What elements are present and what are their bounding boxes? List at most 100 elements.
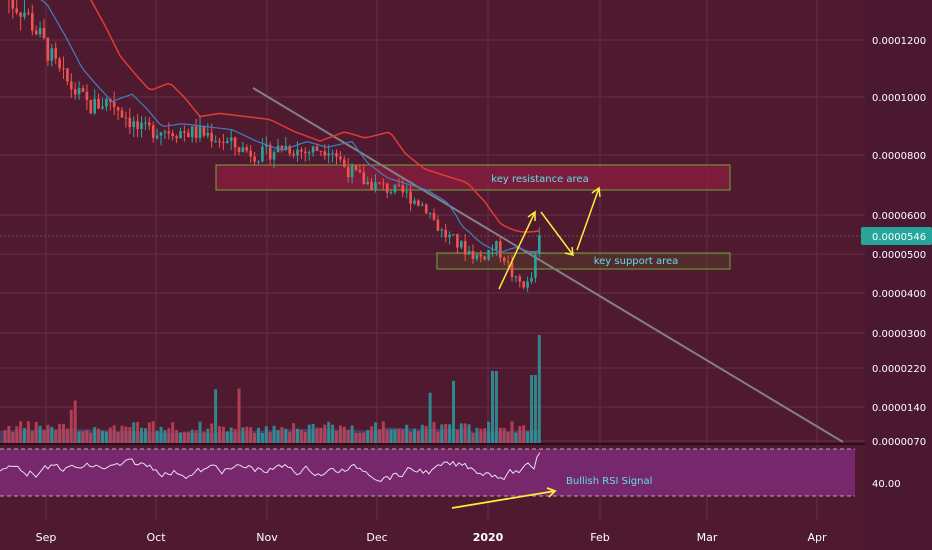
candle-body [23, 12, 26, 17]
candle-body [370, 181, 373, 190]
volume-bar [54, 429, 58, 443]
rsi-line [0, 452, 541, 482]
candle-body [183, 131, 186, 133]
volume-bar [393, 429, 397, 443]
volume-bar [46, 424, 50, 443]
price-tick-label: 0.0000600 [872, 211, 926, 222]
candle-body [331, 153, 334, 155]
volume-bar [331, 424, 335, 443]
price-tick-label: 0.0000500 [872, 250, 926, 261]
volume-bar [264, 426, 268, 443]
volume-bar [498, 427, 502, 443]
volume-bar [42, 430, 46, 443]
volume-bar [533, 375, 537, 443]
last-price-tag [861, 227, 932, 245]
volume-bar [38, 425, 42, 443]
arrow-down-head [564, 246, 574, 256]
candle-body [167, 131, 171, 134]
candle-body [436, 219, 440, 231]
candle-body [378, 182, 381, 184]
volume-bar [284, 428, 288, 443]
volume-bar [3, 430, 7, 443]
volume-bar [342, 426, 346, 443]
candle-body [241, 147, 245, 152]
volume-bar [522, 425, 526, 443]
candle-body [526, 281, 529, 288]
moving-average-red [90, 0, 541, 233]
candle-body [428, 213, 432, 215]
volume-bar [510, 421, 514, 443]
candle-body [159, 132, 163, 136]
volume-bar [335, 430, 338, 443]
candle-body [448, 234, 451, 238]
volume-bar [120, 425, 124, 443]
volume-bar [409, 431, 413, 443]
candle-body [300, 149, 303, 152]
rsi-divergence-arrow-head [546, 487, 557, 498]
volume-bar [257, 427, 260, 443]
candle-body [222, 141, 225, 143]
price-tick-label: 0.0000070 [872, 437, 926, 448]
candle-body [116, 107, 120, 111]
candle-body [417, 200, 420, 206]
candle-body [292, 153, 295, 156]
volume-bar [26, 421, 30, 443]
candle-body [424, 204, 428, 214]
volume-bar [163, 430, 167, 443]
volume-bar [502, 428, 506, 443]
candle-body [284, 146, 288, 151]
candle-body [34, 30, 38, 35]
candle-body [506, 261, 510, 263]
volume-bar [350, 425, 354, 443]
arrow-down [540, 211, 574, 256]
price-tick-label: 0.0000140 [872, 403, 926, 414]
candle-body [151, 125, 155, 138]
volume-bar [198, 421, 202, 443]
volume-bar [147, 422, 151, 443]
volume-bar [245, 426, 249, 443]
volume-bar [112, 425, 116, 443]
candle-body [198, 126, 202, 138]
arrow-up-1 [498, 211, 536, 290]
candle-body [452, 234, 455, 236]
volume-bar [362, 432, 366, 443]
price-arrows [498, 186, 601, 290]
candle-body [70, 81, 73, 90]
volume-bar [272, 425, 276, 443]
volume-bar [97, 428, 101, 443]
volume-bar [354, 432, 358, 443]
candle-body [11, 0, 15, 9]
volume-bar [175, 429, 179, 443]
volume-bar [214, 389, 218, 443]
candle-body [487, 249, 490, 260]
time-tick-label: Feb [590, 531, 609, 544]
candle-body [73, 89, 77, 95]
candle-body [538, 235, 541, 255]
volume-bar [530, 375, 533, 443]
arrow-up-2 [576, 187, 600, 251]
volume-bar [179, 432, 182, 443]
candle-body [327, 153, 330, 156]
candle-body [491, 249, 494, 251]
candle-body [187, 132, 190, 138]
time-tick-label: Mar [697, 531, 718, 544]
candle-body [374, 182, 377, 190]
candle-body [210, 132, 213, 142]
volume-bar [50, 427, 54, 443]
volume-bar [323, 424, 327, 443]
candle-body [456, 234, 459, 248]
candle-body [190, 126, 194, 138]
candle-body [471, 251, 475, 259]
time-tick-label: Nov [256, 531, 278, 544]
volume-bar [260, 432, 264, 443]
resistance-zone [215, 164, 731, 191]
candle-body [421, 204, 424, 206]
candle-body [105, 98, 108, 107]
volume-bar [225, 431, 229, 443]
volume-bar [385, 429, 389, 443]
candle-body [19, 12, 22, 17]
candle-body [261, 146, 264, 162]
volume-bar [401, 429, 405, 443]
volume-bar [151, 421, 155, 443]
